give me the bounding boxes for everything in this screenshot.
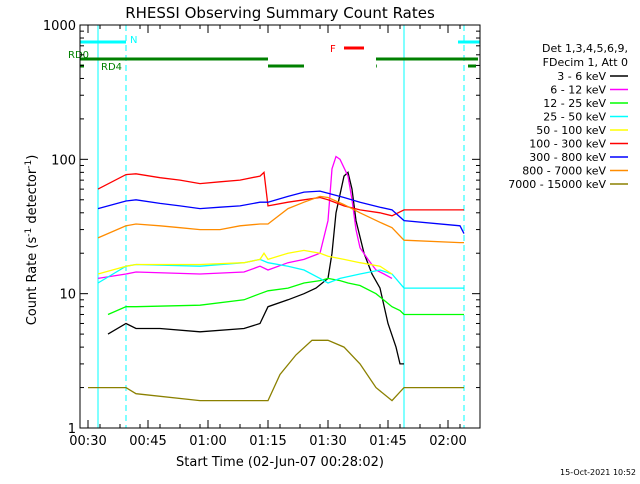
legend-label: 6 - 12 keV bbox=[550, 84, 606, 97]
y-tick-label: 1 bbox=[68, 422, 76, 437]
chart-title: RHESSI Observing Summary Count Rates bbox=[125, 4, 435, 22]
series-line bbox=[97, 155, 393, 280]
series-line bbox=[97, 258, 464, 289]
footer-timestamp: 15-Oct-2021 10:52 bbox=[560, 468, 636, 477]
legend: Det 1,3,4,5,6,9, FDecim 1, Att 0 3 - 6 k… bbox=[508, 42, 628, 191]
x-tick-label: 01:00 bbox=[189, 434, 226, 449]
y-axis-label-part: ) bbox=[25, 155, 40, 160]
series-line bbox=[97, 249, 393, 275]
x-tick-label: 01:30 bbox=[309, 434, 346, 449]
x-axis-label: Start Time (02-Jun-07 00:28:02) bbox=[176, 455, 384, 470]
x-tick-label: 01:45 bbox=[369, 434, 406, 449]
legend-label: 25 - 50 keV bbox=[543, 111, 606, 124]
legend-label: 100 - 300 keV bbox=[529, 138, 606, 151]
status-bar-label: N bbox=[130, 35, 137, 46]
series-line bbox=[97, 195, 464, 244]
series-line bbox=[107, 277, 464, 316]
series-line bbox=[97, 171, 464, 217]
y-axis-label: Count Rate (s-1 detector-1) bbox=[24, 155, 40, 326]
legend-label: 300 - 800 keV bbox=[529, 151, 606, 164]
y-tick-label: 1000 bbox=[43, 19, 76, 34]
y-axis-label-part: detector bbox=[25, 168, 40, 228]
y-tick-label: 100 bbox=[51, 153, 76, 168]
legend-header-line: FDecim 1, Att 0 bbox=[543, 56, 628, 69]
x-tick-label: 02:00 bbox=[429, 434, 466, 449]
y-axis-label-part: Count Rate (s bbox=[25, 237, 40, 326]
x-tick-label: 00:45 bbox=[129, 434, 166, 449]
legend-header-line: Det 1,3,4,5,6,9, bbox=[542, 42, 628, 55]
legend-label: 800 - 7000 keV bbox=[522, 165, 606, 178]
legend-label: 3 - 6 keV bbox=[557, 70, 606, 83]
x-tick-label: 01:15 bbox=[249, 434, 286, 449]
y-axis-label-exp: -1 bbox=[24, 228, 34, 237]
x-tick-label: 00:30 bbox=[69, 434, 106, 449]
legend-label: 7000 - 15000 keV bbox=[508, 178, 606, 191]
series-line bbox=[97, 190, 465, 234]
y-tick-label: 10 bbox=[59, 288, 76, 303]
status-bar-label: RD4 bbox=[101, 62, 122, 73]
legend-label: 12 - 25 keV bbox=[543, 97, 606, 110]
status-bar-label: RD0 bbox=[68, 50, 89, 61]
series-line bbox=[107, 171, 404, 365]
status-bar-label: F bbox=[330, 44, 336, 55]
series-line bbox=[88, 339, 464, 402]
legend-label: 50 - 100 keV bbox=[536, 124, 606, 137]
y-axis-label-exp: -1 bbox=[24, 160, 34, 169]
